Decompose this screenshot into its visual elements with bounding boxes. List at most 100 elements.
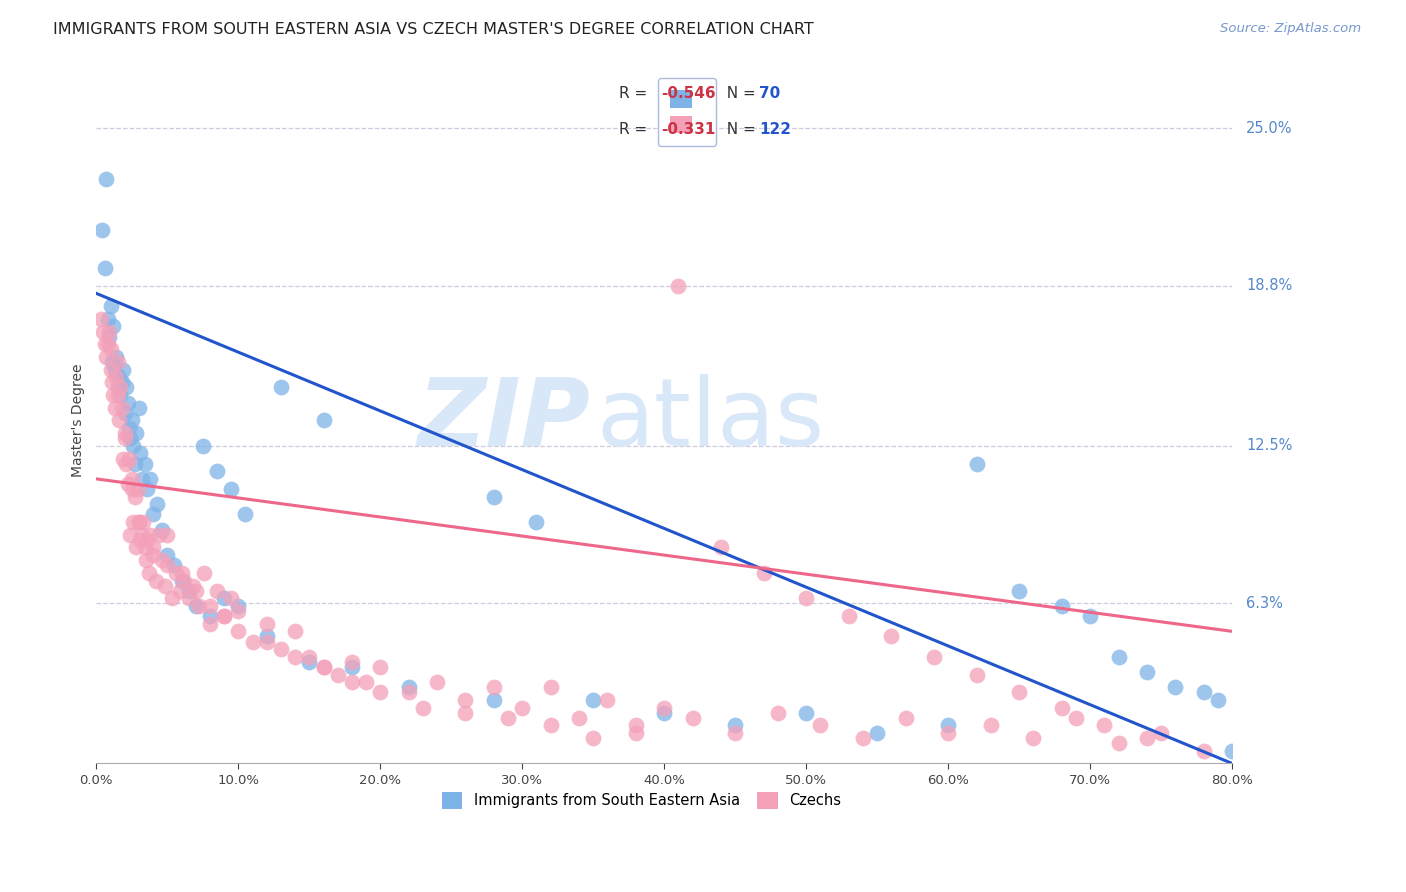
Point bbox=[1164, 680, 1187, 694]
Text: 122: 122 bbox=[759, 122, 792, 136]
Point bbox=[177, 591, 200, 606]
Point bbox=[107, 388, 129, 402]
Point bbox=[219, 591, 242, 606]
Point bbox=[922, 649, 945, 664]
Point bbox=[90, 311, 112, 326]
Point bbox=[125, 426, 148, 441]
Point bbox=[838, 609, 860, 624]
Point bbox=[496, 711, 519, 725]
Point bbox=[184, 599, 207, 613]
Point bbox=[142, 541, 165, 555]
Text: R =: R = bbox=[619, 87, 652, 101]
Point bbox=[114, 406, 136, 420]
Point bbox=[1050, 599, 1073, 613]
Point bbox=[228, 599, 250, 613]
Point bbox=[118, 451, 141, 466]
Point bbox=[894, 711, 917, 725]
Point bbox=[540, 718, 562, 732]
Point bbox=[101, 376, 124, 390]
Point bbox=[156, 548, 179, 562]
Point bbox=[752, 566, 775, 580]
Legend: Immigrants from South Eastern Asia, Czechs: Immigrants from South Eastern Asia, Czec… bbox=[436, 786, 848, 814]
Point bbox=[181, 579, 204, 593]
Point bbox=[212, 591, 235, 606]
Point bbox=[482, 490, 505, 504]
Point bbox=[131, 472, 153, 486]
Point bbox=[134, 541, 156, 555]
Y-axis label: Master's Degree: Master's Degree bbox=[72, 364, 86, 477]
Point bbox=[111, 376, 134, 390]
Point bbox=[1078, 609, 1101, 624]
Point bbox=[104, 401, 127, 415]
Point bbox=[191, 439, 214, 453]
Point bbox=[112, 451, 135, 466]
Point bbox=[169, 583, 191, 598]
Point bbox=[624, 726, 647, 740]
Text: IMMIGRANTS FROM SOUTH EASTERN ASIA VS CZECH MASTER'S DEGREE CORRELATION CHART: IMMIGRANTS FROM SOUTH EASTERN ASIA VS CZ… bbox=[53, 22, 814, 37]
Point bbox=[866, 726, 889, 740]
Point bbox=[340, 655, 363, 669]
Point bbox=[482, 680, 505, 694]
Point bbox=[165, 566, 187, 580]
Point bbox=[145, 574, 167, 588]
Point bbox=[129, 446, 152, 460]
Point bbox=[94, 337, 117, 351]
Point bbox=[121, 413, 143, 427]
Text: 12.5%: 12.5% bbox=[1246, 438, 1292, 453]
Point bbox=[121, 482, 143, 496]
Point bbox=[326, 667, 349, 681]
Point bbox=[104, 362, 127, 376]
Point bbox=[146, 497, 169, 511]
Point bbox=[624, 718, 647, 732]
Point bbox=[1192, 744, 1215, 758]
Point bbox=[131, 528, 153, 542]
Point bbox=[98, 325, 121, 339]
Point bbox=[115, 457, 138, 471]
Point bbox=[142, 508, 165, 522]
Point bbox=[150, 553, 173, 567]
Text: 6.3%: 6.3% bbox=[1246, 596, 1282, 611]
Point bbox=[122, 439, 145, 453]
Point bbox=[880, 629, 903, 643]
Point bbox=[298, 649, 321, 664]
Point bbox=[129, 533, 152, 547]
Point bbox=[198, 609, 221, 624]
Point bbox=[652, 706, 675, 720]
Point bbox=[312, 660, 335, 674]
Point bbox=[124, 457, 146, 471]
Point bbox=[100, 299, 122, 313]
Point bbox=[682, 711, 704, 725]
Point bbox=[184, 583, 207, 598]
Point bbox=[124, 490, 146, 504]
Point bbox=[212, 609, 235, 624]
Point bbox=[966, 667, 988, 681]
Point bbox=[966, 457, 988, 471]
Point bbox=[105, 370, 128, 384]
Point bbox=[97, 311, 120, 326]
Point bbox=[163, 558, 186, 573]
Point bbox=[794, 591, 817, 606]
Point bbox=[652, 700, 675, 714]
Text: 18.8%: 18.8% bbox=[1246, 278, 1292, 293]
Point bbox=[582, 693, 605, 707]
Point bbox=[284, 624, 307, 639]
Point bbox=[668, 278, 690, 293]
Point bbox=[173, 574, 195, 588]
Point bbox=[118, 421, 141, 435]
Point bbox=[235, 508, 257, 522]
Point bbox=[100, 362, 122, 376]
Point bbox=[980, 718, 1002, 732]
Text: Source: ZipAtlas.com: Source: ZipAtlas.com bbox=[1220, 22, 1361, 36]
Point bbox=[100, 343, 122, 357]
Point bbox=[256, 634, 278, 648]
Point bbox=[205, 583, 228, 598]
Point bbox=[256, 629, 278, 643]
Point bbox=[1008, 583, 1031, 598]
Point bbox=[134, 457, 156, 471]
Text: -0.546: -0.546 bbox=[661, 87, 716, 101]
Point bbox=[96, 172, 118, 186]
Point bbox=[198, 616, 221, 631]
Text: R =: R = bbox=[619, 122, 657, 136]
Point bbox=[114, 431, 136, 445]
Point bbox=[128, 515, 150, 529]
